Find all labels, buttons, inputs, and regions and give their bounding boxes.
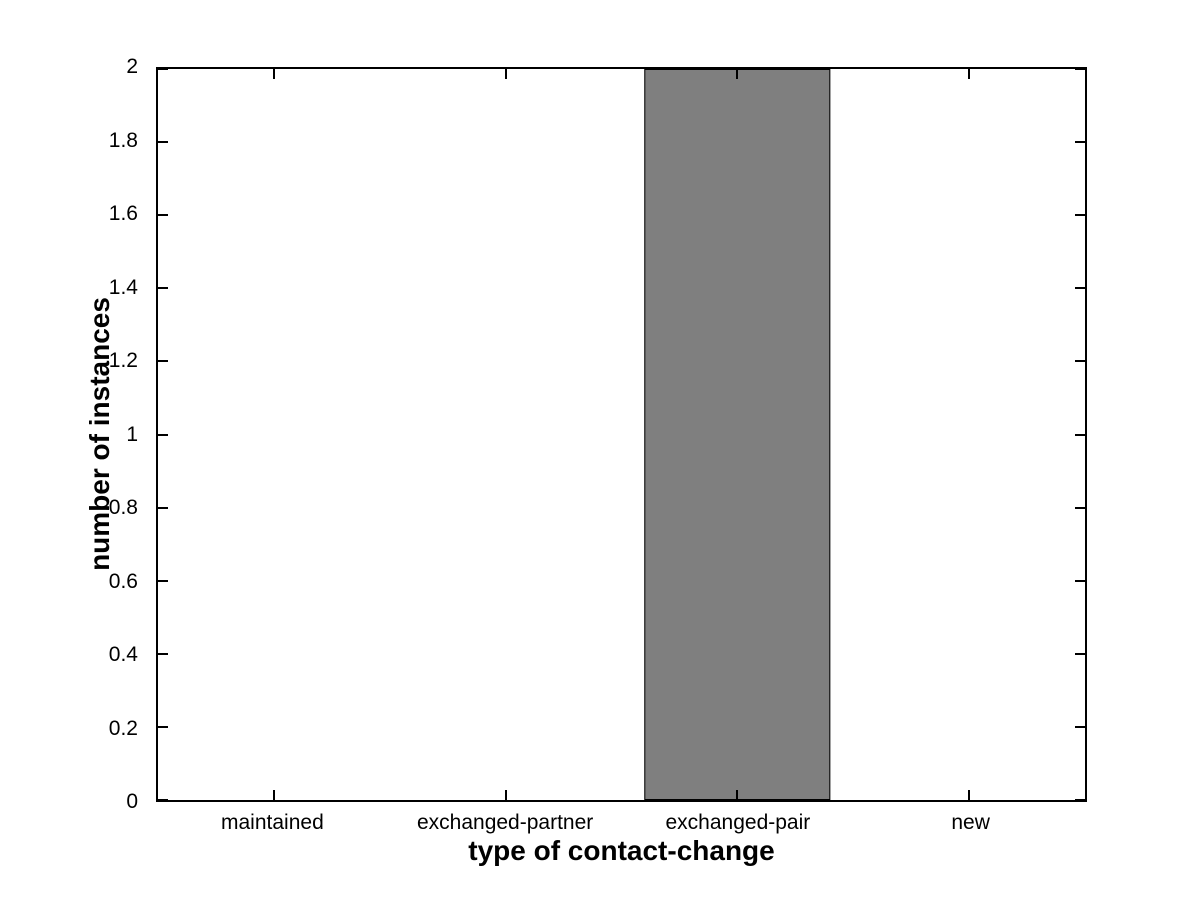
y-tick-label: 2 [126, 55, 138, 78]
y-tick-right [1075, 506, 1085, 509]
x-tick-bottom [272, 790, 275, 800]
y-tick-right [1075, 360, 1085, 363]
x-tick-label: new [951, 811, 990, 834]
y-tick-right [1075, 141, 1085, 144]
y-tick-left [158, 579, 168, 582]
y-tick-left [158, 141, 168, 144]
x-tick-top [272, 69, 275, 79]
x-tick-top [504, 69, 507, 79]
y-tick-label: 0.6 [108, 569, 138, 593]
y-tick-left [158, 506, 168, 509]
x-tick-bottom [736, 790, 739, 800]
y-tick-right [1075, 287, 1085, 290]
y-tick-labels: 0 0.2 0.4 0.6 0.8 1 1.2 1.4 1.6 1.8 2 [0, 55, 147, 813]
plot-area [156, 67, 1087, 802]
x-tick-label: exchanged-pair [665, 811, 811, 834]
y-tick-left [158, 799, 168, 801]
y-tick-label: 1.2 [108, 349, 138, 372]
x-tick-top [968, 69, 971, 79]
y-tick-left [158, 287, 168, 290]
x-tick-label: maintained [221, 811, 324, 834]
y-tick-left [158, 360, 168, 363]
y-tick-label: 1.4 [108, 275, 138, 299]
y-tick-right [1075, 433, 1085, 436]
x-tick-bottom [968, 790, 971, 800]
y-tick-label: 1 [126, 422, 138, 446]
y-tick-label: 0.4 [108, 643, 138, 666]
y-tick-label: 1.6 [108, 202, 138, 225]
ticks-layer [158, 68, 1085, 801]
y-tick-label: 1.8 [108, 128, 138, 152]
y-tick-right [1075, 725, 1085, 728]
bar-exchanged-pair [644, 69, 831, 800]
y-tick-left [158, 433, 168, 436]
x-tick-top [736, 69, 739, 79]
y-tick-label: 0.8 [108, 496, 138, 519]
y-tick-right [1075, 579, 1085, 582]
y-tick-left [158, 68, 168, 70]
x-tick-labels: maintained exchanged-partner exchanged-pai… [156, 802, 1087, 842]
y-tick-label: 0 [126, 790, 138, 813]
y-tick-label: 0.2 [108, 716, 138, 740]
y-tick-right [1075, 652, 1085, 655]
y-tick-left [158, 214, 168, 217]
x-tick-bottom [504, 790, 507, 800]
x-axis-label: type of contact-change [468, 835, 775, 866]
y-tick-left [158, 652, 168, 655]
y-tick-right [1075, 68, 1085, 70]
bars-layer [158, 69, 1085, 800]
y-tick-right [1075, 214, 1085, 217]
y-tick-left [158, 725, 168, 728]
x-tick-label: exchanged-partner [416, 811, 594, 834]
y-tick-right [1075, 799, 1085, 801]
